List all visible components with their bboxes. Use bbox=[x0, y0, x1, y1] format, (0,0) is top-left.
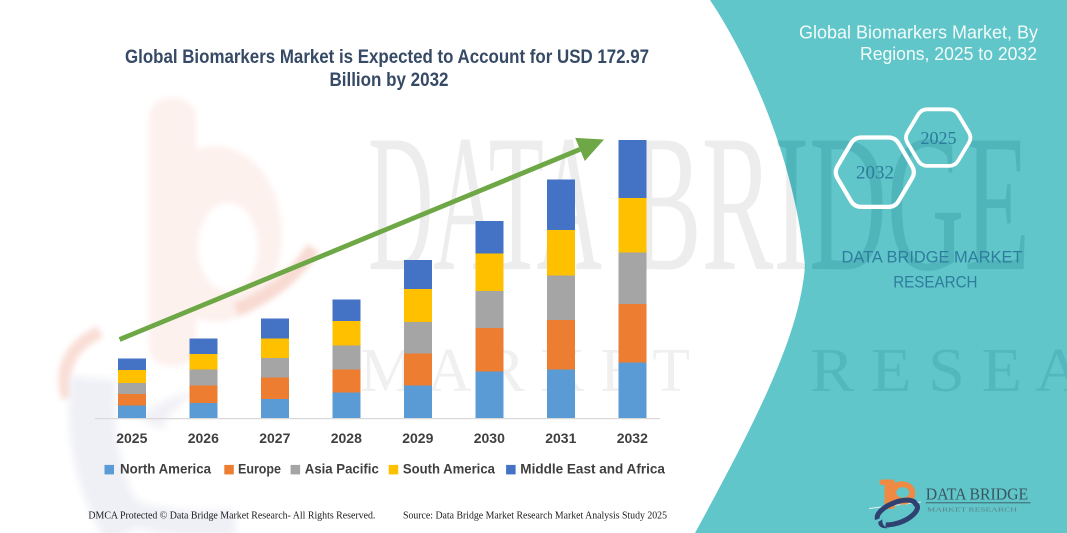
svg-text:DATA BRIDGE MARKET: DATA BRIDGE MARKET bbox=[842, 248, 1023, 267]
svg-text:DATA BRIDGE: DATA BRIDGE bbox=[926, 485, 1028, 504]
svg-text:2026: 2026 bbox=[188, 430, 219, 446]
svg-text:2032: 2032 bbox=[856, 163, 894, 184]
svg-text:2031: 2031 bbox=[545, 430, 576, 446]
svg-text:Billion by 2032: Billion by 2032 bbox=[330, 69, 449, 91]
svg-text:2027: 2027 bbox=[259, 430, 290, 446]
svg-text:MARKET RESEARCH: MARKET RESEARCH bbox=[927, 507, 1017, 514]
svg-text:Middle East and Africa: Middle East and Africa bbox=[520, 461, 665, 477]
svg-text:South America: South America bbox=[403, 461, 495, 477]
svg-text:2025: 2025 bbox=[921, 128, 957, 148]
svg-text:Regions, 2025 to 2032: Regions, 2025 to 2032 bbox=[860, 43, 1037, 64]
svg-text:Europe: Europe bbox=[238, 461, 281, 477]
svg-text:DMCA Protected © Data Bridge M: DMCA Protected © Data Bridge Market Rese… bbox=[88, 511, 375, 522]
svg-text:2029: 2029 bbox=[402, 430, 433, 446]
svg-text:Source: Data Bridge Market Res: Source: Data Bridge Market Research Mark… bbox=[403, 511, 667, 522]
svg-text:RESEARCH: RESEARCH bbox=[893, 273, 977, 292]
svg-text:2030: 2030 bbox=[474, 430, 505, 446]
svg-text:2032: 2032 bbox=[617, 430, 648, 446]
svg-text:R E S E A R: R E S E A R bbox=[810, 337, 1067, 405]
svg-text:2028: 2028 bbox=[331, 430, 362, 446]
svg-text:Global Biomarkers Market, By: Global Biomarkers Market, By bbox=[799, 21, 1039, 42]
svg-text:Global Biomarkers Market is Ex: Global Biomarkers Market is Expected to … bbox=[125, 46, 649, 68]
svg-text:2025: 2025 bbox=[116, 430, 147, 446]
svg-text:Asia Pacific: Asia Pacific bbox=[305, 461, 379, 477]
svg-text:North America: North America bbox=[120, 461, 211, 477]
